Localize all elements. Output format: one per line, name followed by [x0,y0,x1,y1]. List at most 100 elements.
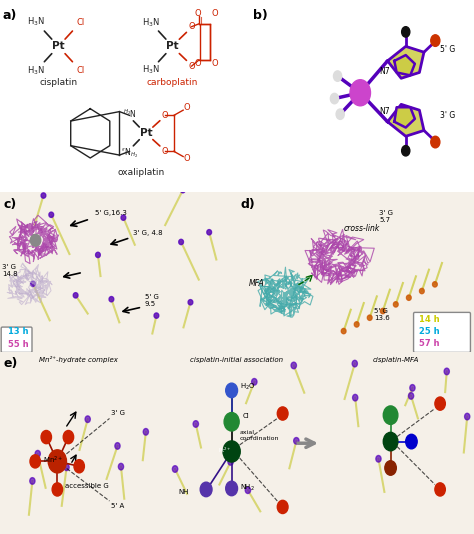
Circle shape [354,321,359,327]
Text: O: O [183,154,190,163]
Text: 5' G: 5' G [440,45,455,54]
Circle shape [291,362,296,369]
Circle shape [73,293,78,298]
Circle shape [35,451,40,457]
Text: cisplatin-initial association: cisplatin-initial association [191,357,283,363]
Text: Cl: Cl [76,18,84,27]
Text: oxaliplatin: oxaliplatin [117,168,164,177]
Text: N7: N7 [380,67,390,75]
Text: O: O [162,111,168,120]
Text: Cl: Cl [76,66,84,75]
Circle shape [294,437,299,444]
Circle shape [49,212,54,217]
Circle shape [393,302,398,307]
Text: 3' G
5.7: 3' G 5.7 [379,210,393,223]
Text: Pt: Pt [166,41,179,51]
Text: Pt: Pt [140,128,152,138]
Circle shape [341,328,346,334]
Circle shape [431,136,440,148]
Text: O: O [162,147,168,156]
Circle shape [85,416,91,422]
Circle shape [433,282,438,287]
Text: 3' G
14.8: 3' G 14.8 [2,264,18,277]
Polygon shape [394,55,415,75]
Circle shape [245,487,251,493]
Circle shape [154,313,159,318]
Circle shape [407,295,411,300]
Circle shape [48,450,66,473]
Text: cisplatin: cisplatin [39,78,77,87]
Circle shape [277,407,288,420]
Circle shape [96,252,100,257]
Circle shape [74,460,84,473]
Text: O: O [188,61,195,70]
Circle shape [330,93,338,104]
Circle shape [63,430,73,444]
Circle shape [207,230,211,235]
Text: cisplatin-MFA: cisplatin-MFA [373,357,419,363]
Circle shape [383,406,398,425]
Text: cross-link: cross-link [344,224,380,233]
FancyBboxPatch shape [1,327,32,352]
Polygon shape [388,104,424,136]
Polygon shape [388,46,424,78]
Text: $^{H_2}$N: $^{H_2}$N [123,107,137,120]
Text: NH$_2$: NH$_2$ [240,482,255,493]
Circle shape [188,300,193,305]
Text: H$_3$N: H$_3$N [27,15,45,28]
Circle shape [223,441,240,462]
Circle shape [30,455,40,468]
Circle shape [41,430,52,444]
Text: NH: NH [178,489,188,496]
Text: 5' G,16.3: 5' G,16.3 [95,210,127,216]
Text: O: O [183,104,190,112]
Circle shape [226,383,237,398]
Text: 3' G, 4.8: 3' G, 4.8 [133,230,162,236]
Circle shape [401,146,410,156]
Text: axial
coordination: axial coordination [240,430,279,441]
Circle shape [226,481,237,496]
Circle shape [336,109,344,120]
Text: 55 h: 55 h [8,340,29,349]
Text: H$_3$N: H$_3$N [142,64,160,76]
Circle shape [444,368,449,375]
Circle shape [109,296,114,302]
Text: Pt$^{2+}$: Pt$^{2+}$ [218,446,232,456]
Text: 57 h: 57 h [419,339,440,348]
Text: O: O [194,59,201,68]
Circle shape [367,315,372,320]
Polygon shape [394,107,415,128]
Text: 25 h: 25 h [419,327,440,336]
Circle shape [30,281,35,287]
Circle shape [143,428,148,435]
Circle shape [353,395,358,401]
Circle shape [64,464,69,470]
Text: N7: N7 [379,107,390,116]
Text: Pt: Pt [52,41,65,51]
Circle shape [181,187,185,193]
Circle shape [431,35,440,46]
Circle shape [118,464,124,470]
Circle shape [401,27,410,37]
Circle shape [419,288,424,294]
Circle shape [200,482,212,497]
Text: d): d) [240,198,255,210]
Text: 5' G
9.5: 5' G 9.5 [145,294,158,307]
Text: accessible G: accessible G [65,483,109,489]
Circle shape [334,71,342,81]
Circle shape [252,379,257,385]
Circle shape [410,384,415,391]
Circle shape [352,360,357,367]
Circle shape [376,456,381,462]
Text: O: O [211,59,218,68]
Text: 14 h: 14 h [419,315,440,324]
Circle shape [383,433,398,451]
Circle shape [224,413,239,431]
Circle shape [465,413,470,420]
Circle shape [41,193,46,198]
Circle shape [406,434,417,449]
Circle shape [30,477,35,484]
Circle shape [435,483,446,496]
Text: Mn$^{2+}$: Mn$^{2+}$ [43,454,64,466]
Text: Mn²⁺-hydrate complex: Mn²⁺-hydrate complex [39,356,118,363]
